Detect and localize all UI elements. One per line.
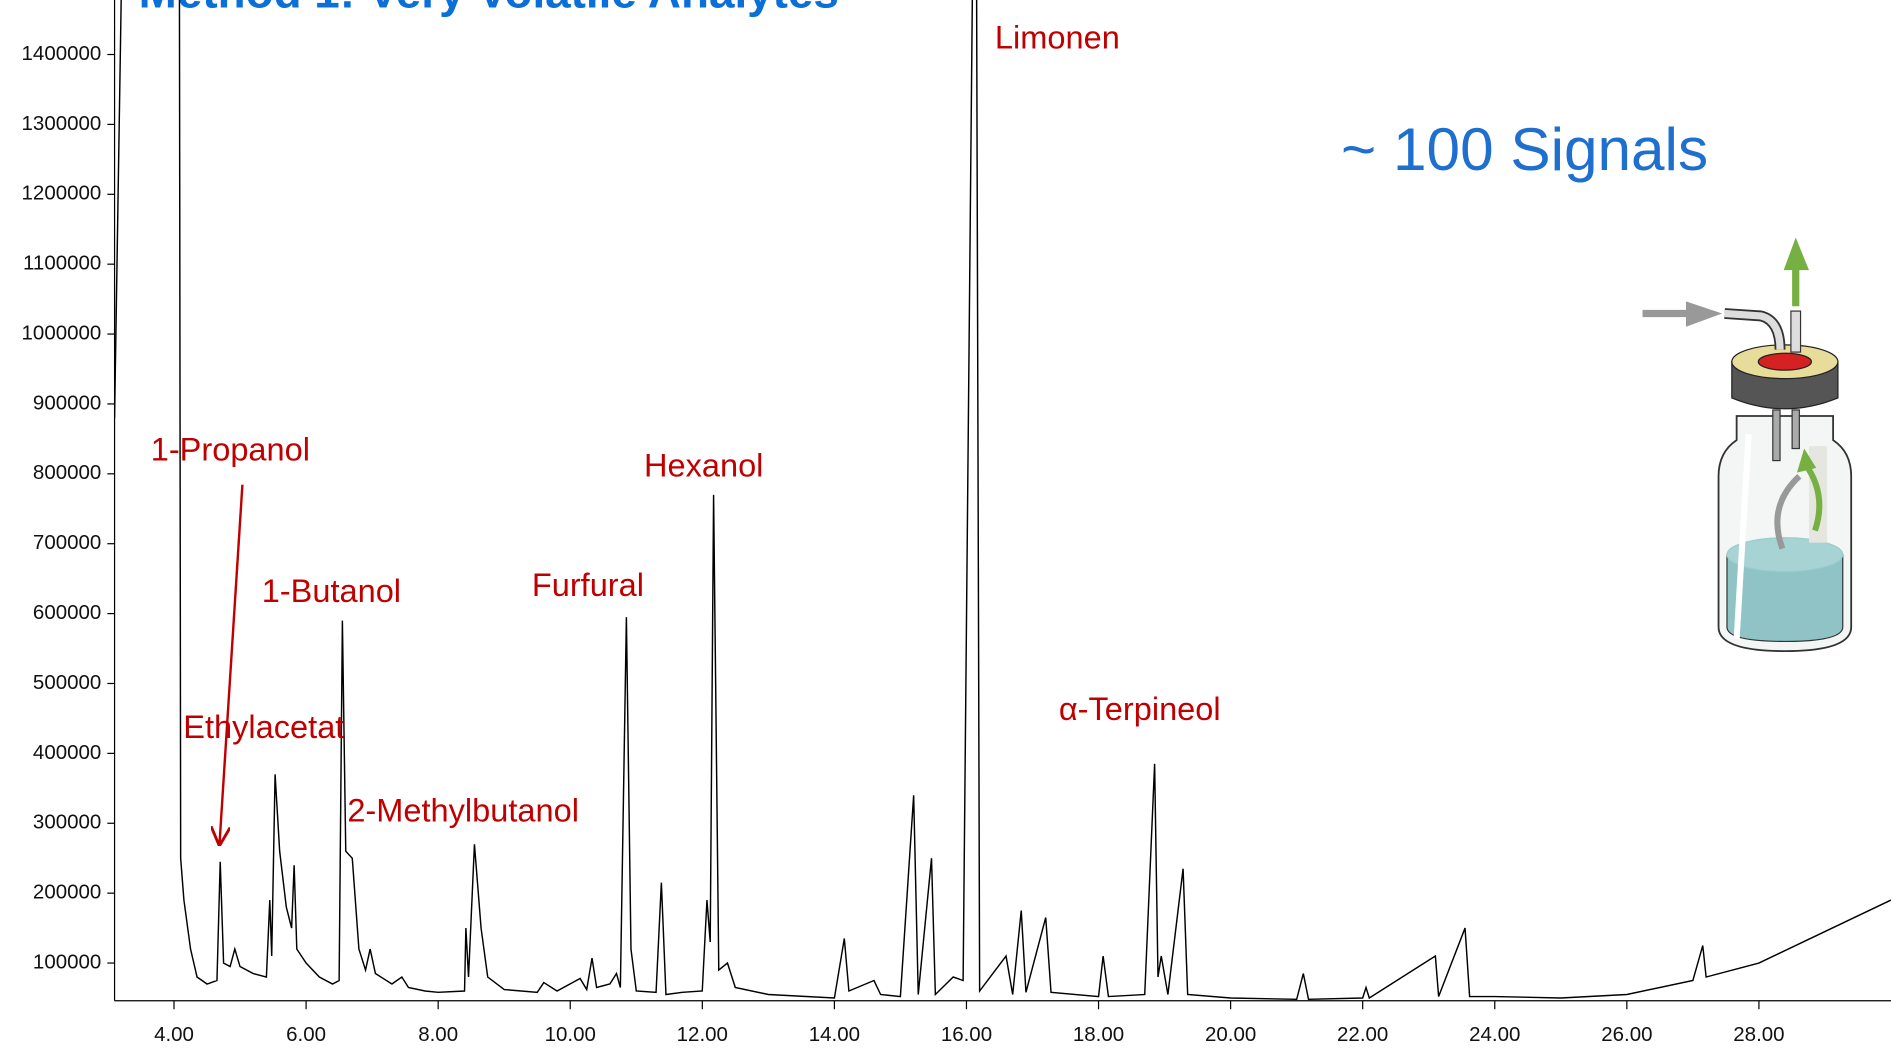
y-tick-label: 200000 <box>33 881 101 904</box>
chart-title: Method 1: Very Volatile Analytes <box>139 0 839 17</box>
x-tick-label: 6.00 <box>286 1023 326 1046</box>
x-tick-label: 16.00 <box>941 1023 992 1046</box>
peak-label: Hexanol <box>644 447 763 483</box>
x-tick-label: 12.00 <box>677 1023 728 1046</box>
y-tick-label: 1300000 <box>22 112 102 135</box>
y-tick-label: 300000 <box>33 811 101 834</box>
vial-illustration <box>1642 237 1853 653</box>
y-tick-label: 1000000 <box>22 321 102 344</box>
peak-label: Limonen <box>995 19 1120 55</box>
y-tick-label: 100000 <box>33 950 101 973</box>
y-tick-label: 800000 <box>33 461 101 484</box>
peak-label: Ethylacetat <box>183 709 344 745</box>
x-tick-label: 14.00 <box>809 1023 860 1046</box>
peak-label: 1-Propanol <box>151 432 310 468</box>
signal-count-note: ~ 100 Signals <box>1341 115 1708 183</box>
y-tick-label: 900000 <box>33 391 101 414</box>
y-tick-label: 400000 <box>33 741 101 764</box>
x-tick-label: 10.00 <box>545 1023 596 1046</box>
x-tick-label: 8.00 <box>418 1023 458 1046</box>
y-tick-label: 600000 <box>33 601 101 624</box>
x-tick-label: 26.00 <box>1601 1023 1652 1046</box>
peak-label: 2-Methylbutanol <box>347 792 579 828</box>
y-tick-label: 1100000 <box>23 252 101 275</box>
y-tick-label: 500000 <box>33 671 101 694</box>
y-tick-label: 1400000 <box>22 42 102 65</box>
y-tick-label: 1200000 <box>22 182 102 205</box>
x-tick-label: 20.00 <box>1205 1023 1256 1046</box>
plot-area <box>114 0 1891 1001</box>
x-tick-label: 24.00 <box>1469 1023 1520 1046</box>
annotation-arrow <box>219 484 244 844</box>
x-tick-label: 28.00 <box>1733 1023 1784 1046</box>
peak-label: α-Terpineol <box>1059 691 1221 727</box>
peak-label: 1-Butanol <box>262 573 401 609</box>
x-tick-label: 4.00 <box>154 1023 194 1046</box>
peak-label: Furfural <box>532 567 644 603</box>
x-tick-label: 18.00 <box>1073 1023 1124 1046</box>
y-tick-label: 700000 <box>33 531 101 554</box>
chromatogram-line <box>114 0 1891 1001</box>
x-tick-label: 22.00 <box>1337 1023 1388 1046</box>
